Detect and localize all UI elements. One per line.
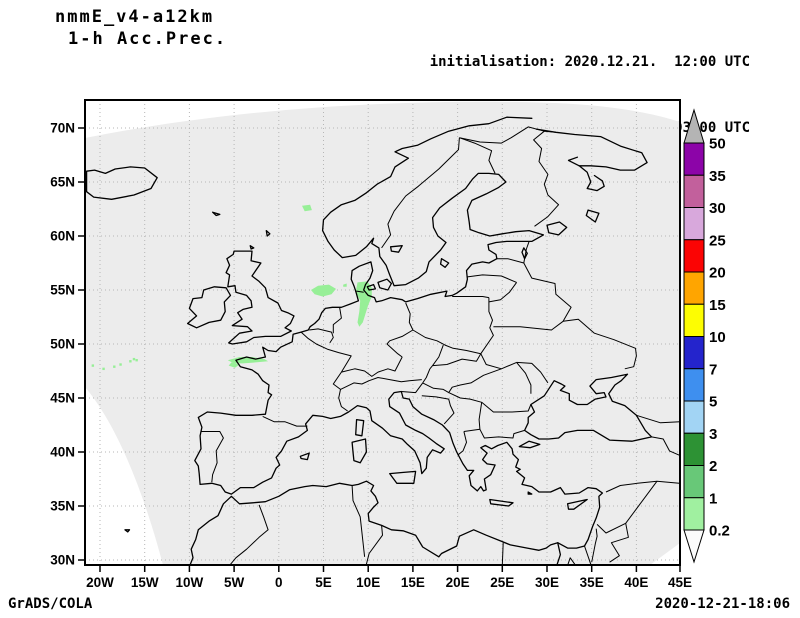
svg-text:20W: 20W <box>86 575 114 590</box>
svg-text:5: 5 <box>709 394 717 411</box>
svg-text:25E: 25E <box>490 575 514 590</box>
svg-text:50: 50 <box>709 136 726 153</box>
svg-text:55N: 55N <box>50 283 75 298</box>
svg-text:0.2: 0.2 <box>709 523 730 540</box>
svg-text:5W: 5W <box>224 575 245 590</box>
svg-text:20E: 20E <box>446 575 470 590</box>
svg-text:35N: 35N <box>50 499 75 514</box>
svg-text:30N: 30N <box>50 553 75 568</box>
svg-text:25: 25 <box>709 232 726 249</box>
svg-text:30: 30 <box>709 200 726 217</box>
model-name: nmmE_v4-a12km <box>55 7 215 27</box>
svg-text:45E: 45E <box>668 575 692 590</box>
colorbar-legend: 50 35 30 25 20 15 10 7 5 3 2 1 0.2 <box>683 108 730 564</box>
svg-text:20: 20 <box>709 265 726 282</box>
svg-text:3: 3 <box>709 426 717 443</box>
svg-text:2: 2 <box>709 458 717 475</box>
svg-text:10: 10 <box>709 329 726 346</box>
svg-text:0: 0 <box>275 575 283 590</box>
svg-text:35E: 35E <box>580 575 604 590</box>
svg-text:10E: 10E <box>356 575 380 590</box>
svg-text:7: 7 <box>709 361 717 378</box>
svg-text:40N: 40N <box>50 445 75 460</box>
plot-timestamp: 2020-12-21-18:06 <box>655 596 790 612</box>
svg-text:35: 35 <box>709 168 726 185</box>
svg-text:40E: 40E <box>624 575 648 590</box>
svg-text:15E: 15E <box>401 575 425 590</box>
svg-text:10W: 10W <box>176 575 204 590</box>
map-canvas: 70N 65N 60N 55N 50N 45N 40N 35N 30N 20W 15W 10W 5W 0 5… <box>50 99 692 590</box>
product-name: 1-h Acc.Prec. <box>68 29 228 49</box>
svg-text:60N: 60N <box>50 229 75 244</box>
svg-text:15: 15 <box>709 297 726 314</box>
svg-text:70N: 70N <box>50 121 75 136</box>
svg-text:30E: 30E <box>535 575 559 590</box>
svg-text:50N: 50N <box>50 337 75 352</box>
svg-text:1: 1 <box>709 490 717 507</box>
init-time-line: initialisation: 2020.12.21. 12:00 UTC <box>429 54 750 70</box>
svg-text:45N: 45N <box>50 391 75 406</box>
svg-text:65N: 65N <box>50 175 75 190</box>
grads-credit: GrADS/COLA <box>8 596 93 612</box>
svg-text:5E: 5E <box>315 575 332 590</box>
svg-text:15W: 15W <box>131 575 159 590</box>
